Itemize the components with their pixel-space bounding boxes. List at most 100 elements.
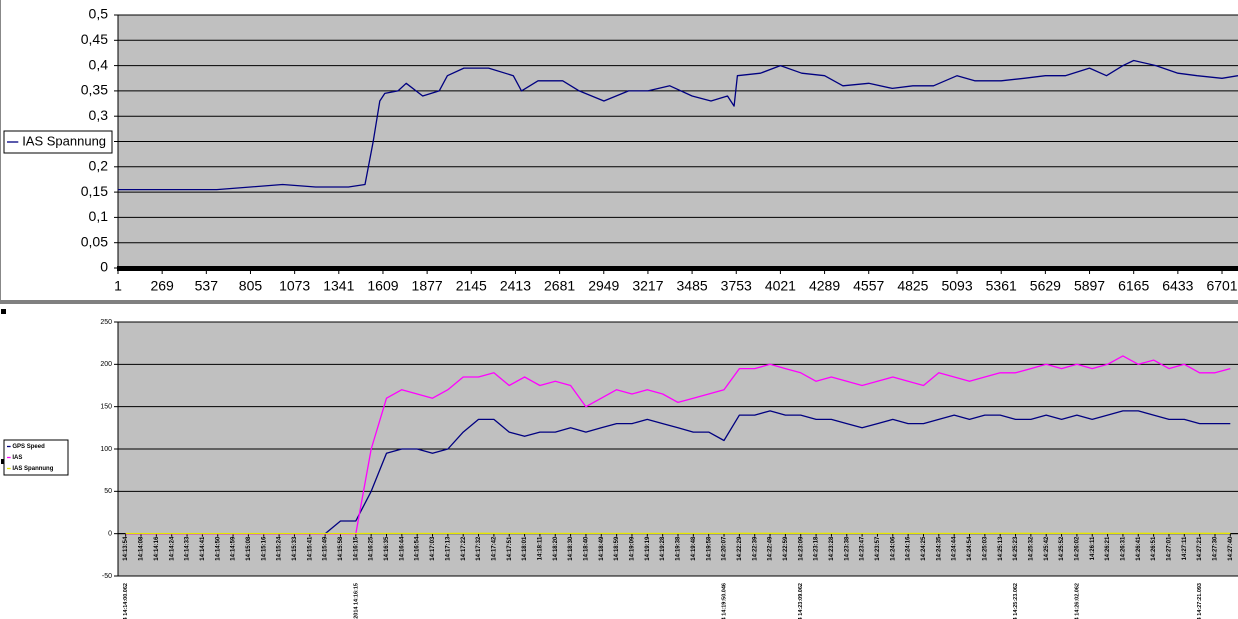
x-tick-label: 3485 (677, 278, 708, 294)
x-tick-label: 14:17:13 (445, 536, 451, 561)
x-tick-label: 14:17:51 (507, 536, 513, 561)
x-tick-label: 14:26:51 (1151, 536, 1157, 561)
x-tick-label: 2145 (456, 278, 487, 294)
legend-label: IAS Spannung (22, 133, 106, 148)
x-tick-label: 14:20:07 (722, 536, 728, 561)
y-tick-label: 0,45 (81, 31, 108, 47)
x-tick-label: 5093 (941, 278, 972, 294)
x-tick-label: 14:13:54 (123, 536, 129, 561)
y-tick-label: 100 (100, 446, 112, 453)
x-tick-label: 14:24:25 (921, 536, 927, 561)
x-tick-label: 14:23:28 (829, 536, 835, 561)
y-tick-label: 0,05 (81, 233, 108, 249)
x-tick-label: 4825 (897, 278, 928, 294)
y-tick-label: 250 (100, 319, 112, 326)
x-tick-label: 14:26:21 (1105, 536, 1111, 561)
x-tick-label: 14:24:44 (952, 536, 958, 561)
x-tick-label: 14:16:35 (384, 536, 390, 561)
x-tick-label: 4557 (853, 278, 884, 294)
legend-label: IAS (12, 455, 22, 461)
y-tick-label: 0,4 (89, 56, 109, 72)
x-tick-label: 14:15:41 (307, 536, 313, 561)
x-tick-label: 4021 (765, 278, 796, 294)
x-tick-label: 14:18:40 (584, 536, 590, 561)
y-tick-label: 0,3 (89, 107, 109, 123)
x-tick-label: 14:26:11 (1090, 536, 1096, 560)
x-tick-label: 14:17:22 (461, 536, 467, 561)
x-tick-label: 14:16:15 (353, 536, 359, 561)
x-tick-label: 14:14:59 (231, 536, 237, 561)
x-tick-label: 14:19:48 (691, 536, 697, 561)
date-label: 19.07.2014 14:14:00.062 (123, 583, 129, 619)
x-tick-label: 14:19:38 (676, 536, 682, 561)
x-tick-label: 14:15:58 (338, 536, 344, 561)
y-tick-label: 150 (100, 404, 112, 411)
x-tick-label: 537 (195, 278, 219, 294)
x-tick-label: 5897 (1074, 278, 1105, 294)
x-tick-label: 14:15:24 (277, 536, 283, 561)
x-tick-label: 14:19:09 (630, 536, 636, 561)
y-tick-label: 0,1 (89, 208, 109, 224)
x-tick-label: 14:16:25 (369, 536, 375, 561)
x-tick-label: 805 (239, 278, 263, 294)
x-tick-label: 14:24:16 (906, 536, 912, 561)
x-tick-label: 14:22:59 (783, 536, 789, 561)
x-tick-label: 14:27:40 (1228, 536, 1234, 561)
y-tick-label: 0,2 (89, 158, 109, 174)
x-tick-label: 1073 (279, 278, 310, 294)
x-tick-label: 14:18:20 (553, 536, 559, 561)
x-tick-label: 14:25:42 (1044, 536, 1050, 561)
x-tick-label: 14:22:29 (737, 536, 743, 561)
x-tick-label: 14:16:44 (399, 536, 405, 561)
x-tick-label: 14:14:16 (154, 536, 160, 561)
x-tick-label: 14:25:32 (1028, 536, 1034, 561)
x-tick-label: 14:23:18 (814, 536, 820, 561)
x-tick-label: 6165 (1118, 278, 1149, 294)
date-label: 19.07.2014 14:16:15 (353, 583, 359, 619)
x-tick-label: 14:18:59 (614, 536, 620, 561)
x-tick-label: 14:25:13 (998, 536, 1004, 561)
x-tick-label: 14:14:08 (139, 536, 145, 561)
x-tick-label: 14:24:35 (936, 536, 942, 561)
x-tick-label: 3217 (632, 278, 663, 294)
legend-label: IAS Spannung (12, 466, 53, 472)
x-tick-label: 14:14:33 (185, 536, 191, 561)
x-tick-label: 14:24:54 (967, 536, 973, 561)
x-tick-label: 5629 (1030, 278, 1061, 294)
selection-handle (1, 309, 6, 314)
date-label: 19.07.2014 14:26:02.062 (1074, 583, 1080, 619)
x-tick-label: 6433 (1162, 278, 1193, 294)
y-tick-label: 50 (104, 488, 112, 495)
y-tick-label: 200 (100, 361, 112, 368)
y-tick-label: 0,15 (81, 183, 108, 199)
x-tick-label: 14:18:30 (568, 536, 574, 561)
x-tick-label: 14:27:01 (1167, 536, 1173, 561)
y-tick-label: -50 (102, 573, 112, 580)
x-tick-label: 14:23:09 (798, 536, 804, 561)
x-tick-label: 14:22:49 (768, 536, 774, 561)
x-tick-label: 14:18:11 (537, 536, 543, 560)
x-tick-label: 14:17:42 (491, 536, 497, 561)
date-label: 19.07.2014 14:27:21.093 (1197, 583, 1203, 619)
date-label: 19.07.2014 14:19:50.046 (721, 583, 727, 619)
x-tick-label: 14:14:50 (215, 536, 221, 561)
x-tick-label: 14:15:16 (261, 536, 267, 561)
x-tick-label: 14:17:03 (430, 536, 436, 561)
x-tick-label: 14:27:21 (1197, 536, 1203, 561)
x-tick-label: 14:24:06 (890, 536, 896, 561)
x-tick-label: 14:17:32 (476, 536, 482, 561)
x-tick-label: 14:23:38 (844, 536, 850, 561)
x-tick-label: 14:27:30 (1213, 536, 1219, 561)
y-tick-label: 0,5 (89, 6, 109, 22)
x-tick-label: 14:26:02 (1074, 536, 1080, 561)
y-tick-label: 0 (108, 531, 112, 538)
x-axis (117, 266, 1238, 271)
x-tick-label: 14:14:24 (169, 536, 175, 561)
date-label: 19.07.2014 14:25:23.062 (1013, 583, 1019, 619)
x-tick-label: 14:26:41 (1136, 536, 1142, 561)
date-label: 19.07.2014 14:23:09.062 (798, 583, 804, 619)
x-tick-label: 6701 (1206, 278, 1237, 294)
x-tick-label: 3753 (721, 278, 752, 294)
x-tick-label: 14:19:58 (706, 536, 712, 561)
